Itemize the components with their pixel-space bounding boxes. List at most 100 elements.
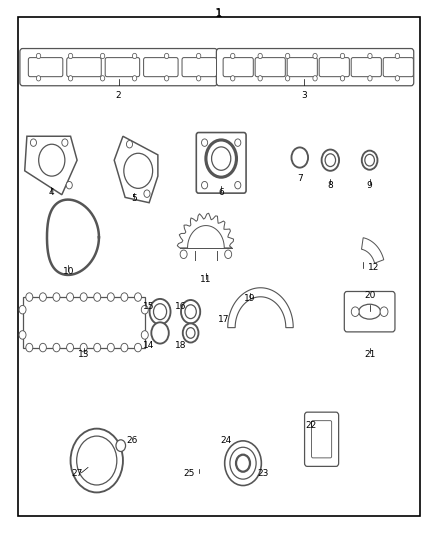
FancyBboxPatch shape [311, 421, 332, 458]
Circle shape [39, 144, 65, 176]
Text: 21: 21 [364, 350, 375, 359]
Circle shape [39, 293, 46, 301]
FancyBboxPatch shape [182, 58, 216, 77]
Circle shape [116, 440, 126, 451]
Text: 4: 4 [48, 188, 54, 197]
Circle shape [68, 53, 73, 59]
FancyBboxPatch shape [351, 58, 381, 77]
FancyBboxPatch shape [304, 412, 339, 466]
FancyBboxPatch shape [383, 58, 413, 77]
Circle shape [153, 304, 166, 320]
Circle shape [107, 343, 114, 352]
Circle shape [286, 76, 290, 81]
Circle shape [127, 141, 133, 148]
Text: 6: 6 [218, 188, 224, 197]
Circle shape [150, 299, 170, 325]
Text: 23: 23 [257, 470, 268, 478]
Circle shape [107, 293, 114, 301]
Circle shape [201, 181, 208, 189]
Text: 9: 9 [367, 181, 372, 190]
FancyBboxPatch shape [287, 58, 318, 77]
Circle shape [39, 343, 46, 352]
Text: 16: 16 [175, 302, 187, 311]
Circle shape [286, 53, 290, 59]
Circle shape [53, 293, 60, 301]
Text: 11: 11 [200, 275, 212, 284]
Circle shape [206, 140, 237, 177]
Text: 19: 19 [244, 294, 255, 303]
Circle shape [100, 76, 105, 81]
Text: 13: 13 [78, 350, 89, 359]
Circle shape [201, 139, 208, 147]
Circle shape [151, 322, 169, 344]
Text: 5: 5 [131, 194, 137, 203]
Circle shape [62, 139, 68, 147]
Circle shape [124, 154, 152, 188]
Circle shape [183, 324, 198, 343]
FancyBboxPatch shape [216, 49, 414, 86]
Polygon shape [25, 136, 77, 195]
Circle shape [77, 436, 117, 485]
Text: 1: 1 [215, 7, 223, 20]
FancyBboxPatch shape [344, 292, 395, 332]
Text: 1: 1 [216, 10, 222, 19]
FancyBboxPatch shape [319, 58, 350, 77]
Circle shape [94, 343, 101, 352]
Circle shape [313, 76, 317, 81]
Text: 22: 22 [305, 422, 316, 431]
Circle shape [19, 330, 26, 339]
Circle shape [368, 76, 372, 81]
FancyBboxPatch shape [105, 58, 140, 77]
Text: 15: 15 [142, 302, 154, 311]
Polygon shape [228, 288, 293, 328]
FancyBboxPatch shape [255, 58, 285, 77]
Circle shape [53, 343, 60, 352]
Circle shape [94, 293, 101, 301]
Text: 14: 14 [143, 341, 154, 350]
Text: 2: 2 [116, 91, 121, 100]
FancyBboxPatch shape [67, 58, 101, 77]
Circle shape [66, 181, 72, 189]
FancyBboxPatch shape [20, 49, 217, 86]
Circle shape [196, 53, 201, 59]
Circle shape [395, 76, 399, 81]
Circle shape [26, 343, 33, 352]
Circle shape [121, 343, 128, 352]
Circle shape [362, 151, 378, 169]
Text: 18: 18 [175, 341, 187, 350]
Text: 25: 25 [184, 470, 195, 478]
Circle shape [313, 53, 317, 59]
Circle shape [340, 53, 345, 59]
Circle shape [67, 343, 74, 352]
Text: 10: 10 [63, 268, 74, 276]
Circle shape [36, 53, 41, 59]
Circle shape [36, 76, 41, 81]
Circle shape [164, 53, 169, 59]
FancyBboxPatch shape [196, 133, 246, 193]
Text: 26: 26 [126, 437, 138, 446]
Circle shape [180, 250, 187, 259]
Circle shape [80, 343, 87, 352]
Circle shape [186, 328, 195, 338]
Circle shape [134, 293, 141, 301]
Circle shape [181, 300, 200, 324]
Circle shape [100, 53, 105, 59]
Circle shape [258, 53, 262, 59]
Circle shape [230, 447, 256, 479]
Circle shape [395, 53, 399, 59]
Circle shape [365, 155, 374, 166]
Circle shape [212, 147, 231, 170]
Circle shape [164, 76, 169, 81]
Circle shape [235, 139, 241, 147]
Text: 3: 3 [301, 91, 307, 100]
Circle shape [230, 76, 235, 81]
Circle shape [134, 343, 141, 352]
FancyBboxPatch shape [223, 58, 253, 77]
Ellipse shape [359, 304, 381, 319]
Text: 24: 24 [220, 437, 231, 446]
Circle shape [235, 181, 241, 189]
FancyBboxPatch shape [144, 58, 178, 77]
Circle shape [80, 293, 87, 301]
Bar [22, 297, 145, 348]
Circle shape [196, 76, 201, 81]
